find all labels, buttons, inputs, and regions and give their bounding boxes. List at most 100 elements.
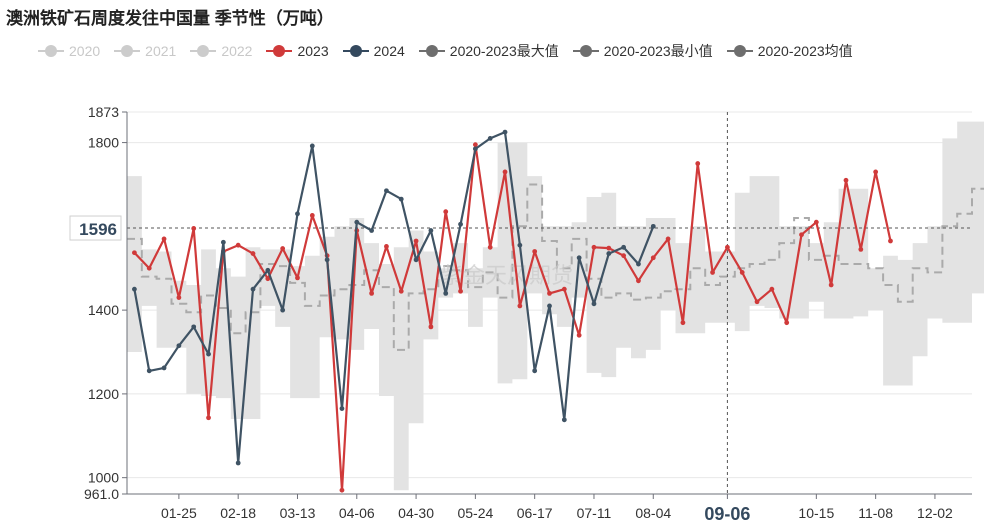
- legend-item[interactable]: 2020: [38, 43, 100, 59]
- data-point-2023: [191, 226, 197, 231]
- data-point-2023: [280, 246, 286, 251]
- data-point-2024: [458, 221, 463, 227]
- data-point-2023: [843, 177, 849, 183]
- x-tick-label: 10-15: [798, 505, 834, 521]
- legend: 2020 2021 2022 2023 2024 2020-2023最大值 2020-202…: [38, 40, 867, 62]
- data-point-2023: [398, 288, 404, 294]
- x-tick-label: 04-06: [339, 505, 375, 521]
- data-point-2023: [769, 286, 775, 292]
- chart-title: 澳洲铁矿石周度发往中国量 季节性（万吨）: [6, 9, 334, 28]
- data-point-2024: [324, 257, 330, 263]
- data-point-2024: [161, 365, 167, 371]
- data-point-2023: [161, 236, 167, 242]
- legend-item[interactable]: 2023: [266, 43, 329, 59]
- data-point-2023: [888, 238, 893, 244]
- legend-item[interactable]: 2022: [190, 43, 252, 59]
- data-point-2023: [561, 286, 567, 292]
- data-point-2023: [547, 290, 552, 296]
- data-point-2023: [428, 324, 434, 330]
- data-point-2024: [369, 228, 375, 233]
- legend-item[interactable]: 2020-2023均值: [726, 41, 853, 61]
- x-tick-label: 06-17: [517, 505, 553, 521]
- x-tick-label: 02-18: [220, 505, 256, 521]
- data-point-2023: [606, 245, 612, 251]
- data-point-2024: [487, 135, 493, 141]
- data-point-2024: [472, 146, 478, 152]
- legend-marker-icon: [114, 44, 141, 58]
- data-point-2023: [295, 275, 300, 281]
- legend-item[interactable]: 2020-2023最大值: [418, 41, 559, 61]
- series-line-2024: [133, 131, 655, 465]
- data-point-2024: [547, 303, 552, 309]
- data-point-2023: [235, 242, 241, 248]
- data-point-2023: [458, 288, 463, 294]
- y-highlight-box: [69, 215, 122, 241]
- data-point-2023: [413, 238, 419, 244]
- x-tick-label: 11-08: [858, 505, 893, 521]
- data-point-2023: [636, 278, 641, 284]
- data-point-2023: [828, 282, 834, 288]
- data-point-2024: [384, 188, 389, 194]
- data-point-2024: [606, 251, 612, 256]
- x-highlight-box: [693, 499, 762, 525]
- data-point-2023: [799, 232, 804, 238]
- legend-marker-icon: [190, 44, 217, 58]
- data-point-2024: [532, 368, 538, 374]
- y-tick-label: 1200: [88, 386, 119, 402]
- data-point-2023: [576, 332, 582, 338]
- x-tick-label: 04-30: [398, 505, 434, 521]
- data-point-2024: [354, 219, 360, 225]
- data-point-2023: [739, 270, 745, 275]
- legend-label: 2020-2023最小值: [603, 43, 713, 59]
- data-point-2023: [206, 415, 211, 421]
- legend-label: 2020-2023均值: [757, 43, 853, 59]
- legend-label: 2020-2023最大值: [449, 43, 559, 59]
- data-point-2023: [384, 244, 389, 249]
- data-point-2024: [443, 290, 449, 296]
- legend-marker-icon: [266, 44, 293, 58]
- data-point-2023: [858, 246, 864, 252]
- legend-marker-icon: [726, 44, 753, 58]
- data-point-2023: [502, 169, 508, 175]
- data-point-2023: [665, 236, 671, 242]
- x-tick-label: 07-11: [577, 505, 612, 521]
- data-point-2023: [517, 303, 523, 309]
- legend-label: 2020: [69, 43, 101, 59]
- data-point-2024: [621, 244, 627, 250]
- x-tick-label: 01-25: [161, 505, 197, 521]
- data-point-2024: [591, 301, 597, 307]
- data-point-2023: [680, 320, 686, 326]
- data-point-2024: [309, 143, 315, 149]
- x-tick-label: 03-13: [280, 505, 316, 521]
- legend-label: 2024: [373, 43, 405, 59]
- legend-item[interactable]: 2020-2023最小值: [572, 41, 713, 61]
- data-point-2023: [591, 244, 597, 250]
- data-point-2024: [280, 307, 286, 313]
- x-tick-label: 05-24: [457, 505, 493, 521]
- data-point-2024: [636, 261, 641, 267]
- data-point-2023: [754, 299, 760, 305]
- data-point-2024: [265, 267, 271, 273]
- x-highlight-label: 09-06: [704, 504, 750, 524]
- legend-item[interactable]: 2024: [342, 43, 405, 59]
- data-point-2024: [561, 417, 567, 423]
- legend-label: 2021: [145, 43, 177, 59]
- series-line-2023: [133, 143, 892, 492]
- data-point-2023: [724, 244, 730, 250]
- y-tick-label: 1000: [88, 470, 119, 486]
- data-point-2023: [621, 253, 627, 259]
- data-point-2023: [265, 276, 271, 282]
- data-point-2023: [443, 209, 449, 215]
- y-highlight-label: 1596: [79, 220, 117, 239]
- data-point-2024: [146, 368, 152, 374]
- data-point-2023: [339, 487, 345, 493]
- legend-item[interactable]: 2021: [114, 43, 176, 59]
- data-point-2023: [784, 320, 790, 326]
- data-point-2024: [650, 223, 656, 229]
- data-point-2024: [576, 255, 582, 261]
- data-point-2023: [710, 270, 715, 275]
- data-point-2023: [532, 249, 538, 254]
- data-point-2023: [813, 219, 819, 225]
- data-point-2024: [220, 239, 226, 245]
